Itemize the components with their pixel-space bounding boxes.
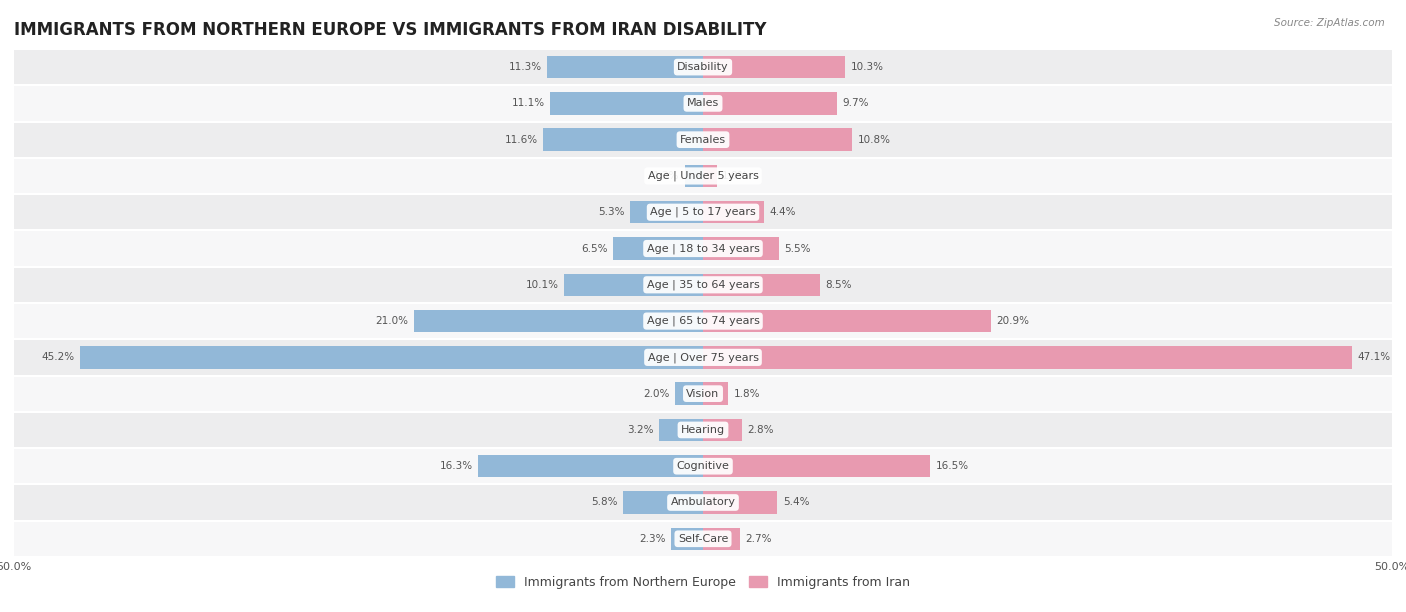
Text: Females: Females [681, 135, 725, 144]
Text: Age | 5 to 17 years: Age | 5 to 17 years [650, 207, 756, 217]
Bar [703, 56, 845, 78]
Text: Age | Under 5 years: Age | Under 5 years [648, 171, 758, 181]
Text: 16.3%: 16.3% [440, 461, 472, 471]
Text: 11.1%: 11.1% [512, 99, 544, 108]
Text: 11.3%: 11.3% [509, 62, 541, 72]
Text: 10.1%: 10.1% [526, 280, 558, 290]
Bar [703, 237, 779, 259]
Bar [14, 339, 1392, 376]
Text: 6.5%: 6.5% [582, 244, 607, 253]
Text: Age | 18 to 34 years: Age | 18 to 34 years [647, 243, 759, 254]
Bar [14, 158, 1392, 194]
Bar [703, 92, 837, 114]
Text: 45.2%: 45.2% [42, 353, 75, 362]
Bar [14, 303, 1392, 339]
Bar [703, 274, 820, 296]
Bar [675, 382, 703, 405]
Text: 2.7%: 2.7% [745, 534, 772, 544]
Bar [14, 122, 1392, 158]
Bar [14, 484, 1392, 521]
Bar [685, 165, 703, 187]
Text: Age | Over 75 years: Age | Over 75 years [648, 352, 758, 363]
Text: Cognitive: Cognitive [676, 461, 730, 471]
Text: Hearing: Hearing [681, 425, 725, 435]
Text: 1.8%: 1.8% [734, 389, 759, 398]
Text: 11.6%: 11.6% [505, 135, 537, 144]
Bar [550, 92, 703, 114]
Text: 5.5%: 5.5% [785, 244, 811, 253]
Text: 2.8%: 2.8% [747, 425, 773, 435]
Text: Source: ZipAtlas.com: Source: ZipAtlas.com [1274, 18, 1385, 28]
Text: 8.5%: 8.5% [825, 280, 852, 290]
Text: Age | 35 to 64 years: Age | 35 to 64 years [647, 280, 759, 290]
Bar [703, 382, 728, 405]
Bar [703, 419, 741, 441]
Text: 1.0%: 1.0% [723, 171, 748, 181]
Bar [478, 455, 703, 477]
Bar [703, 346, 1353, 368]
Text: Ambulatory: Ambulatory [671, 498, 735, 507]
Bar [543, 129, 703, 151]
Bar [659, 419, 703, 441]
Text: 4.4%: 4.4% [769, 207, 796, 217]
Bar [14, 448, 1392, 484]
Text: Age | 65 to 74 years: Age | 65 to 74 years [647, 316, 759, 326]
Bar [671, 528, 703, 550]
Text: 5.4%: 5.4% [783, 498, 810, 507]
Bar [14, 85, 1392, 122]
Bar [14, 230, 1392, 267]
Bar [703, 201, 763, 223]
Bar [703, 165, 717, 187]
Text: Self-Care: Self-Care [678, 534, 728, 544]
Bar [14, 376, 1392, 412]
Bar [703, 528, 740, 550]
Text: IMMIGRANTS FROM NORTHERN EUROPE VS IMMIGRANTS FROM IRAN DISABILITY: IMMIGRANTS FROM NORTHERN EUROPE VS IMMIG… [14, 21, 766, 39]
Bar [564, 274, 703, 296]
Text: Disability: Disability [678, 62, 728, 72]
Text: 21.0%: 21.0% [375, 316, 408, 326]
Text: 10.3%: 10.3% [851, 62, 883, 72]
Bar [413, 310, 703, 332]
Text: 16.5%: 16.5% [936, 461, 969, 471]
Text: 5.3%: 5.3% [598, 207, 624, 217]
Text: 5.8%: 5.8% [591, 498, 617, 507]
Bar [613, 237, 703, 259]
Bar [703, 455, 931, 477]
Text: 3.2%: 3.2% [627, 425, 654, 435]
Bar [703, 310, 991, 332]
Text: Males: Males [688, 99, 718, 108]
Bar [14, 521, 1392, 557]
Bar [80, 346, 703, 368]
Bar [14, 412, 1392, 448]
Text: 2.3%: 2.3% [640, 534, 666, 544]
Text: 1.3%: 1.3% [652, 171, 679, 181]
Text: 9.7%: 9.7% [842, 99, 869, 108]
Bar [703, 491, 778, 513]
Text: 20.9%: 20.9% [997, 316, 1029, 326]
Bar [14, 267, 1392, 303]
Bar [623, 491, 703, 513]
Text: 47.1%: 47.1% [1358, 353, 1391, 362]
Bar [703, 129, 852, 151]
Bar [630, 201, 703, 223]
Text: Vision: Vision [686, 389, 720, 398]
Bar [14, 194, 1392, 230]
Bar [547, 56, 703, 78]
Legend: Immigrants from Northern Europe, Immigrants from Iran: Immigrants from Northern Europe, Immigra… [491, 571, 915, 594]
Bar [14, 49, 1392, 85]
Text: 2.0%: 2.0% [644, 389, 669, 398]
Text: 10.8%: 10.8% [858, 135, 890, 144]
